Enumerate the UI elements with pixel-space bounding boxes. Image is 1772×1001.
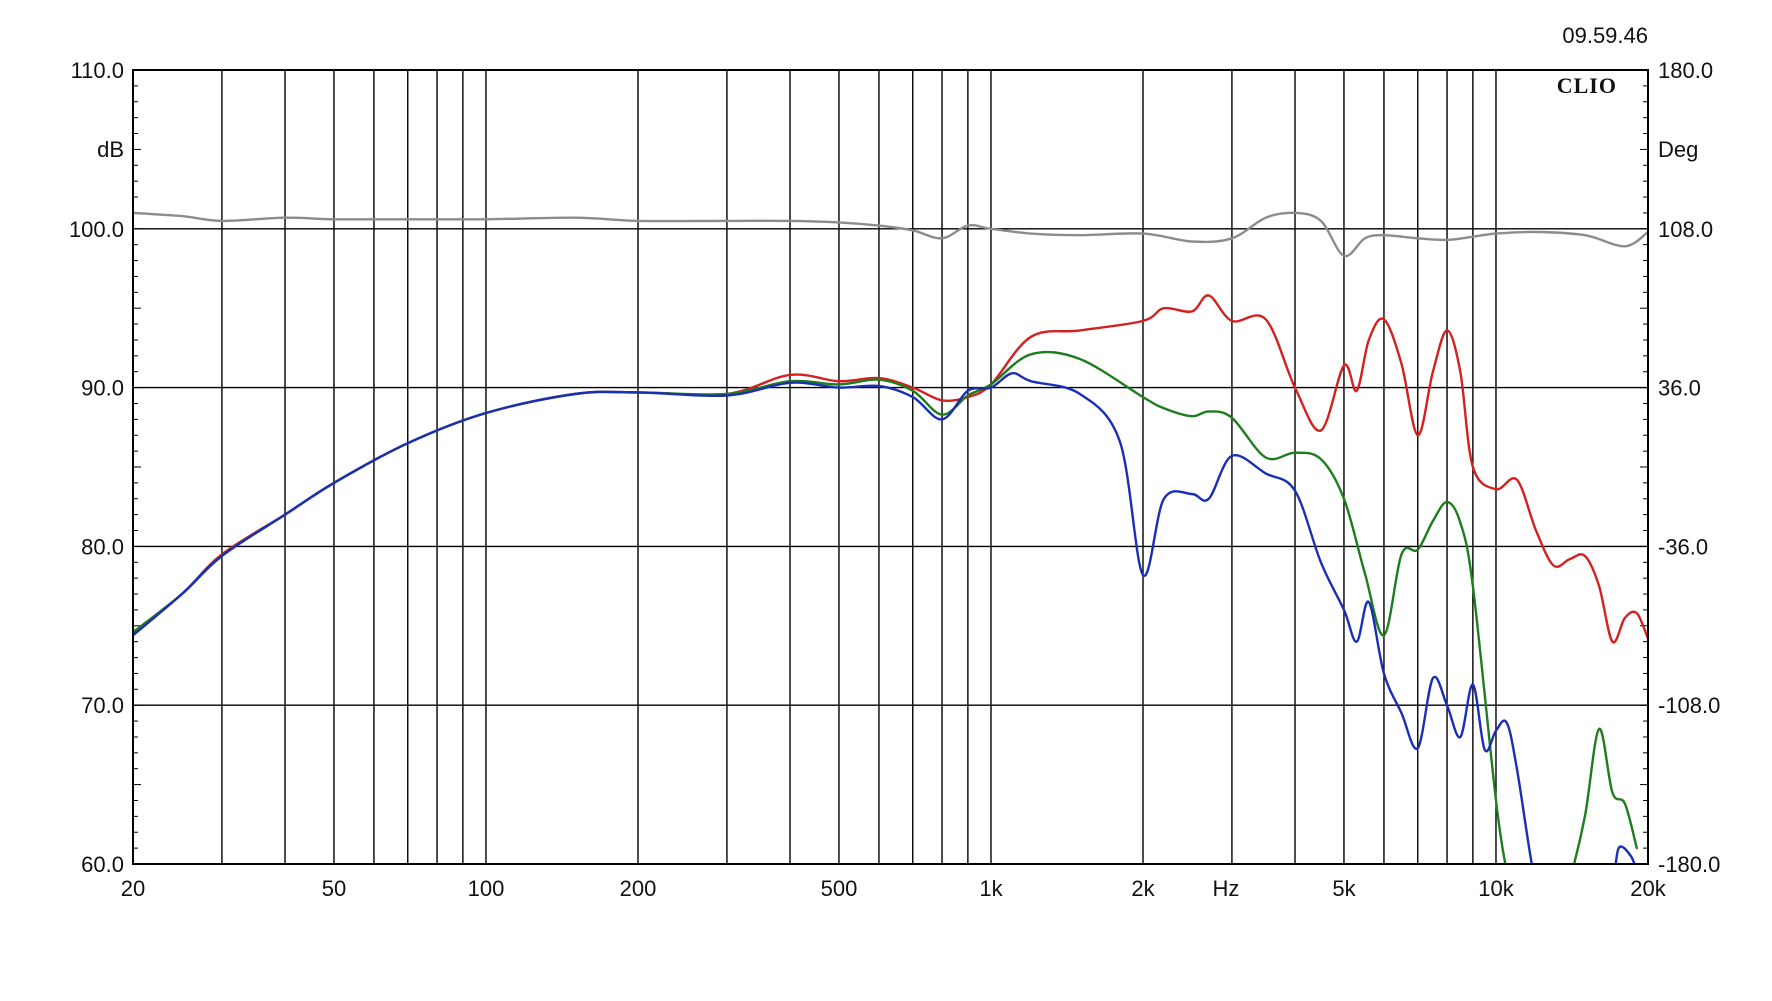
x-tick-label: 1k	[979, 876, 1003, 901]
y-tick-label-left: 90.0	[81, 376, 124, 401]
x-tick-label: 20	[121, 876, 145, 901]
series-line-green	[133, 350, 1638, 864]
x-tick-label: 500	[821, 876, 858, 901]
x-tick-label: 10k	[1478, 876, 1514, 901]
y-tick-label-left: 110.0	[71, 58, 124, 83]
y-axis-right-label: Deg	[1658, 137, 1698, 162]
clio-logo: CLIO	[1557, 73, 1617, 98]
y-tick-label-left: 70.0	[81, 693, 124, 718]
x-tick-label: 5k	[1332, 876, 1356, 901]
series-line-blue	[133, 371, 1636, 864]
y-tick-label-left: 100.0	[69, 217, 124, 242]
y-tick-label-right: -180.0	[1658, 852, 1720, 877]
x-tick-label: 200	[620, 876, 657, 901]
x-tick-label: 20k	[1630, 876, 1666, 901]
y-tick-label-right: -36.0	[1658, 534, 1708, 559]
y-tick-label-right: 180.0	[1658, 58, 1713, 83]
y-tick-label-right: -108.0	[1658, 693, 1720, 718]
y-tick-label-right: 108.0	[1658, 217, 1713, 242]
x-tick-label: 2k	[1131, 876, 1155, 901]
x-axis-label: Hz	[1213, 876, 1240, 901]
y-tick-label-left: 60.0	[81, 852, 124, 877]
plot-frame	[132, 69, 1649, 865]
y-tick-label-right: 36.0	[1658, 376, 1701, 401]
y-axis-left-label: dB	[97, 137, 124, 162]
timestamp: 09.59.46	[1562, 23, 1648, 48]
series-line-gray	[133, 211, 1648, 258]
x-tick-label: 50	[322, 876, 346, 901]
series-group	[133, 211, 1648, 864]
y-tick-label-left: 80.0	[81, 534, 124, 559]
tick-labels: 20 50 100 200 500 1k 2k 5k 10k 20k 110.0 100.0 90.0 8…	[69, 58, 1720, 901]
x-tick-label: 100	[468, 876, 505, 901]
